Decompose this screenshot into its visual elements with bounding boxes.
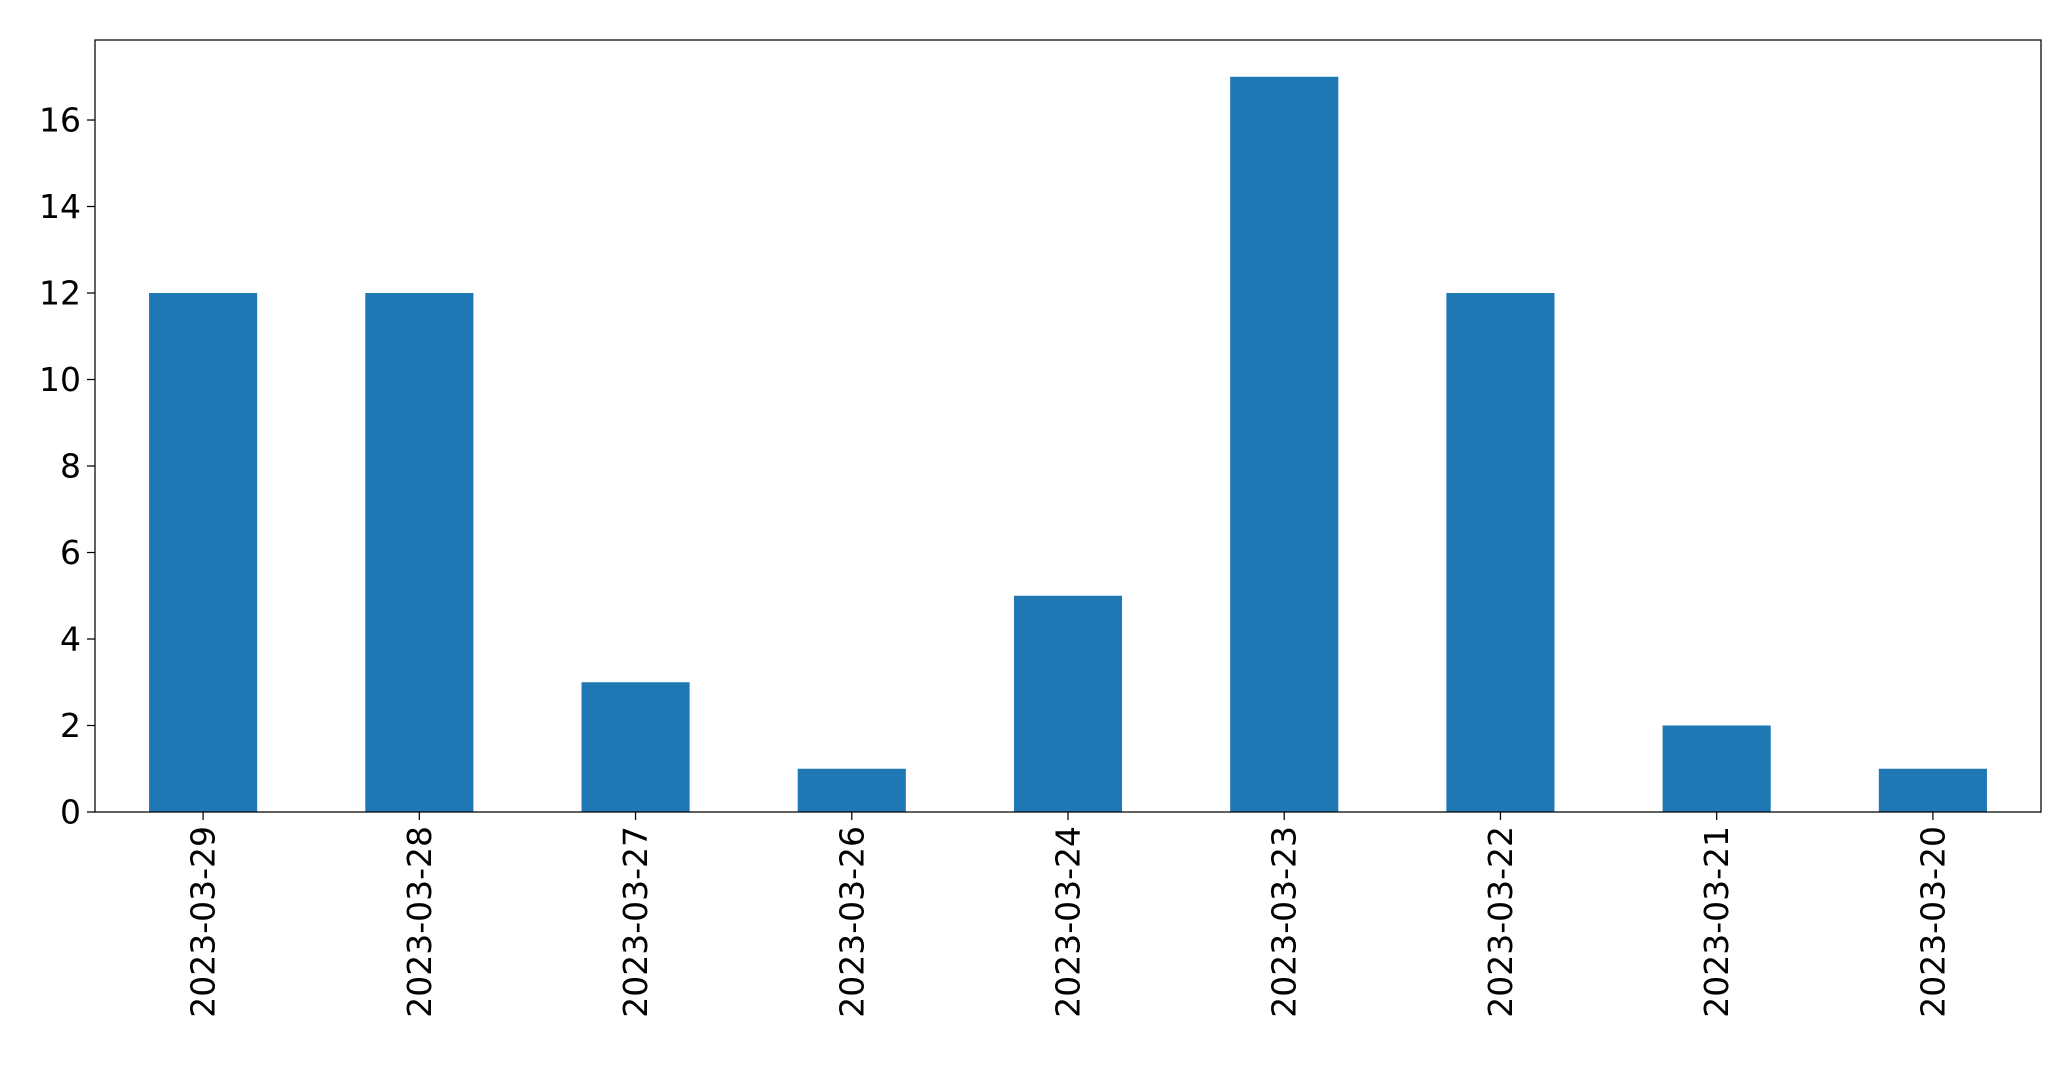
- x-axis: 2023-03-29 2023-03-28 2023-03-27 2023-03-26…: [184, 812, 1952, 1018]
- y-tick-label: 8: [60, 447, 81, 486]
- bar-2023-03-20: [1878, 768, 1987, 812]
- y-tick-label: 4: [60, 620, 81, 659]
- y-tick-label: 16: [39, 101, 81, 140]
- bar-2023-03-26: [797, 768, 906, 812]
- x-tick-label: 2023-03-21: [1697, 826, 1736, 1018]
- x-tick-label: 2023-03-29: [184, 826, 223, 1018]
- x-tick-label: 2023-03-24: [1049, 826, 1088, 1018]
- x-tick-label: 2023-03-28: [400, 826, 439, 1018]
- y-tick-label: 0: [60, 793, 81, 832]
- y-tick-label: 6: [60, 533, 81, 572]
- bar-2023-03-29: [149, 293, 258, 812]
- bar-2023-03-23: [1230, 76, 1339, 812]
- x-tick-label: 2023-03-27: [616, 826, 655, 1018]
- x-tick-label: 2023-03-26: [832, 826, 871, 1018]
- plot-frame: [94, 39, 2042, 813]
- bar-2023-03-24: [1013, 595, 1123, 812]
- y-tick-label: 10: [39, 360, 81, 399]
- x-tick-label: 2023-03-23: [1265, 826, 1304, 1018]
- y-tick-label: 14: [39, 187, 81, 226]
- bar-2023-03-27: [581, 682, 690, 812]
- bars-layer: [149, 76, 1987, 812]
- x-tick-label: 2023-03-20: [1913, 826, 1952, 1018]
- y-tick-label: 2: [60, 706, 81, 745]
- bar-2023-03-22: [1446, 293, 1555, 812]
- bar-2023-03-28: [365, 293, 474, 812]
- y-axis: 0 2 4 6 8 10 12 14 16: [39, 101, 95, 832]
- y-tick-label: 12: [39, 274, 81, 313]
- x-tick-label: 2023-03-22: [1481, 826, 1520, 1018]
- bar-2023-03-21: [1662, 725, 1771, 812]
